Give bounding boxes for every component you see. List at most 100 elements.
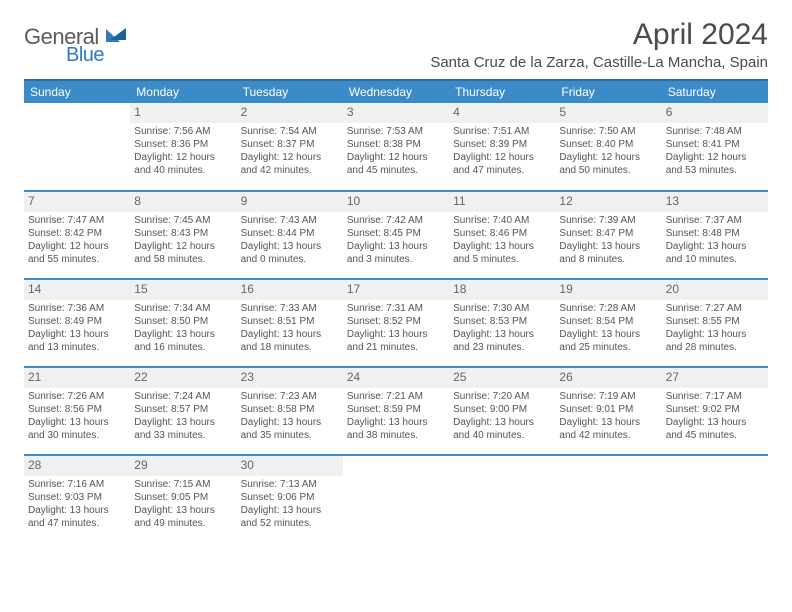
daylight-text: Daylight: 13 hours [559,328,657,341]
sunset-text: Sunset: 8:37 PM [241,138,339,151]
sunset-text: Sunset: 8:45 PM [347,227,445,240]
day-number: 26 [555,368,661,388]
daylight-text: and 42 minutes. [241,164,339,177]
daylight-text: Daylight: 13 hours [28,504,126,517]
sunset-text: Sunset: 8:41 PM [666,138,764,151]
sunset-text: Sunset: 8:47 PM [559,227,657,240]
daylight-text: Daylight: 13 hours [453,240,551,253]
daylight-text: and 33 minutes. [134,429,232,442]
daylight-text: and 38 minutes. [347,429,445,442]
sunrise-text: Sunrise: 7:39 AM [559,214,657,227]
sunset-text: Sunset: 8:56 PM [28,403,126,416]
day-number: 20 [662,280,768,300]
calendar-day-cell: 2Sunrise: 7:54 AMSunset: 8:37 PMDaylight… [237,103,343,191]
daylight-text: and 25 minutes. [559,341,657,354]
sunrise-text: Sunrise: 7:47 AM [28,214,126,227]
sunset-text: Sunset: 8:40 PM [559,138,657,151]
sunrise-text: Sunrise: 7:37 AM [666,214,764,227]
sunrise-text: Sunrise: 7:34 AM [134,302,232,315]
sunset-text: Sunset: 9:05 PM [134,491,232,504]
day-number: 3 [343,103,449,123]
sunrise-text: Sunrise: 7:27 AM [666,302,764,315]
daylight-text: Daylight: 12 hours [241,151,339,164]
daylight-text: and 40 minutes. [453,429,551,442]
sunset-text: Sunset: 8:58 PM [241,403,339,416]
calendar-body: 1Sunrise: 7:56 AMSunset: 8:36 PMDaylight… [24,103,768,543]
daylight-text: Daylight: 13 hours [453,416,551,429]
daylight-text: Daylight: 13 hours [347,240,445,253]
daylight-text: Daylight: 13 hours [28,328,126,341]
day-number: 11 [449,192,555,212]
sunrise-text: Sunrise: 7:24 AM [134,390,232,403]
sunset-text: Sunset: 9:02 PM [666,403,764,416]
daylight-text: Daylight: 13 hours [666,240,764,253]
day-number: 12 [555,192,661,212]
sunrise-text: Sunrise: 7:51 AM [453,125,551,138]
calendar-week-row: 7Sunrise: 7:47 AMSunset: 8:42 PMDaylight… [24,191,768,279]
sunrise-text: Sunrise: 7:26 AM [28,390,126,403]
daylight-text: and 53 minutes. [666,164,764,177]
day-number: 7 [24,192,130,212]
day-number: 27 [662,368,768,388]
calendar-day-cell: 17Sunrise: 7:31 AMSunset: 8:52 PMDayligh… [343,279,449,367]
daylight-text: and 47 minutes. [28,517,126,530]
calendar-day-cell: 7Sunrise: 7:47 AMSunset: 8:42 PMDaylight… [24,191,130,279]
daylight-text: Daylight: 13 hours [241,504,339,517]
day-number: 17 [343,280,449,300]
calendar-day-cell: 24Sunrise: 7:21 AMSunset: 8:59 PMDayligh… [343,367,449,455]
daylight-text: Daylight: 12 hours [559,151,657,164]
weekday-header: Tuesday [237,80,343,103]
day-number: 16 [237,280,343,300]
sunset-text: Sunset: 9:06 PM [241,491,339,504]
calendar-day-cell: 15Sunrise: 7:34 AMSunset: 8:50 PMDayligh… [130,279,236,367]
sunrise-text: Sunrise: 7:20 AM [453,390,551,403]
calendar-day-cell [24,103,130,191]
sunset-text: Sunset: 8:48 PM [666,227,764,240]
calendar-day-cell: 6Sunrise: 7:48 AMSunset: 8:41 PMDaylight… [662,103,768,191]
weekday-header: Thursday [449,80,555,103]
daylight-text: and 23 minutes. [453,341,551,354]
daylight-text: Daylight: 13 hours [241,328,339,341]
day-number: 2 [237,103,343,123]
calendar-day-cell: 22Sunrise: 7:24 AMSunset: 8:57 PMDayligh… [130,367,236,455]
sunrise-text: Sunrise: 7:21 AM [347,390,445,403]
daylight-text: and 45 minutes. [666,429,764,442]
calendar-day-cell: 21Sunrise: 7:26 AMSunset: 8:56 PMDayligh… [24,367,130,455]
sunset-text: Sunset: 8:53 PM [453,315,551,328]
daylight-text: Daylight: 13 hours [241,240,339,253]
daylight-text: Daylight: 13 hours [559,416,657,429]
sunrise-text: Sunrise: 7:45 AM [134,214,232,227]
day-number: 9 [237,192,343,212]
sunset-text: Sunset: 8:39 PM [453,138,551,151]
calendar-day-cell: 1Sunrise: 7:56 AMSunset: 8:36 PMDaylight… [130,103,236,191]
calendar-week-row: 1Sunrise: 7:56 AMSunset: 8:36 PMDaylight… [24,103,768,191]
daylight-text: Daylight: 13 hours [241,416,339,429]
day-number: 23 [237,368,343,388]
day-number: 8 [130,192,236,212]
calendar-table: Sunday Monday Tuesday Wednesday Thursday… [24,79,768,543]
sunrise-text: Sunrise: 7:30 AM [453,302,551,315]
day-number: 29 [130,456,236,476]
daylight-text: and 8 minutes. [559,253,657,266]
calendar-week-row: 28Sunrise: 7:16 AMSunset: 9:03 PMDayligh… [24,455,768,543]
calendar-day-cell: 25Sunrise: 7:20 AMSunset: 9:00 PMDayligh… [449,367,555,455]
day-number: 14 [24,280,130,300]
calendar-day-cell [343,455,449,543]
daylight-text: Daylight: 12 hours [347,151,445,164]
sunset-text: Sunset: 8:43 PM [134,227,232,240]
calendar-day-cell: 10Sunrise: 7:42 AMSunset: 8:45 PMDayligh… [343,191,449,279]
day-number: 10 [343,192,449,212]
calendar-day-cell: 23Sunrise: 7:23 AMSunset: 8:58 PMDayligh… [237,367,343,455]
calendar-day-cell: 16Sunrise: 7:33 AMSunset: 8:51 PMDayligh… [237,279,343,367]
daylight-text: Daylight: 12 hours [28,240,126,253]
weekday-header: Friday [555,80,661,103]
day-number: 18 [449,280,555,300]
sunrise-text: Sunrise: 7:17 AM [666,390,764,403]
daylight-text: and 30 minutes. [28,429,126,442]
sunrise-text: Sunrise: 7:28 AM [559,302,657,315]
calendar-header: Sunday Monday Tuesday Wednesday Thursday… [24,80,768,103]
sunset-text: Sunset: 8:49 PM [28,315,126,328]
sunrise-text: Sunrise: 7:56 AM [134,125,232,138]
sunrise-text: Sunrise: 7:31 AM [347,302,445,315]
calendar-page: General Blue April 2024 Santa Cruz de la… [0,0,792,543]
